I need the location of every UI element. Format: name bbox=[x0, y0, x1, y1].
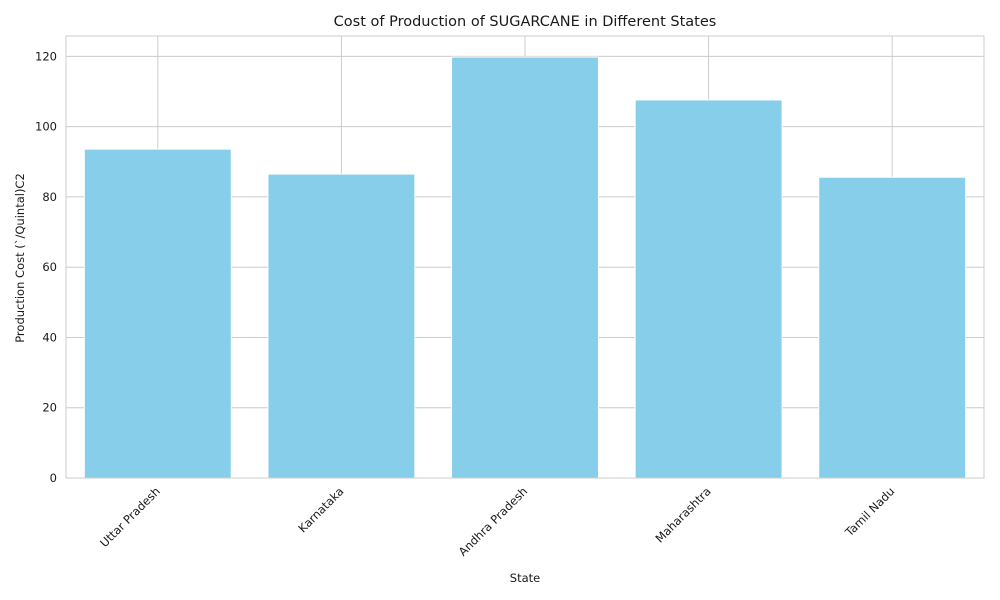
bar-maharashtra bbox=[634, 99, 783, 479]
x-tick-label: Karnataka bbox=[295, 484, 346, 535]
bar-tamil-nadu bbox=[818, 176, 967, 479]
bars bbox=[83, 56, 967, 479]
plot-frame bbox=[65, 35, 985, 479]
x-tick-label: Tamil Nadu bbox=[842, 484, 898, 540]
y-tick-labels: 0 20 40 60 80 100 120 bbox=[35, 49, 57, 485]
x-tick-label: Maharashtra bbox=[652, 484, 713, 545]
x-tick-label: Andhra Pradesh bbox=[456, 484, 530, 558]
y-tick-label: 20 bbox=[42, 401, 57, 415]
x-axis-label: State bbox=[510, 571, 540, 585]
y-tick-label: 60 bbox=[42, 260, 57, 274]
x-tick-label: Uttar Pradesh bbox=[97, 484, 163, 550]
x-tick-labels: Uttar Pradesh Karnataka Andhra Pradesh Maha… bbox=[97, 484, 897, 558]
bar-uttar-pradesh bbox=[83, 148, 232, 479]
bar-karnataka bbox=[267, 173, 416, 479]
chart-title: Cost of Production of SUGARCANE in Diffe… bbox=[334, 14, 717, 30]
y-axis-label: Production Cost (`/Quintal)C2 bbox=[13, 173, 27, 343]
y-tick-label: 0 bbox=[50, 471, 57, 485]
y-tick-label: 100 bbox=[35, 120, 57, 134]
y-tick-label: 80 bbox=[42, 190, 57, 204]
bar-andhra-pradesh bbox=[451, 56, 599, 479]
y-tick-label: 40 bbox=[42, 330, 57, 344]
y-tick-label: 120 bbox=[35, 49, 57, 63]
